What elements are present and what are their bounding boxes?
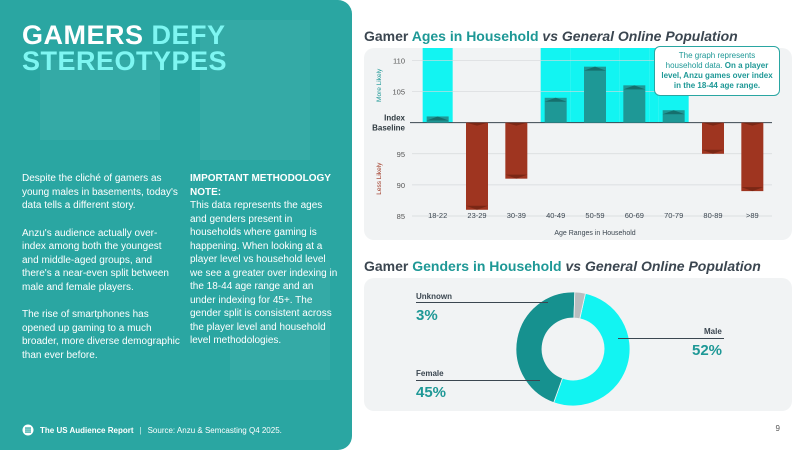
age-chart-title: Gamer Ages in Household vs General Onlin… xyxy=(364,28,738,44)
age-title-part-1: Gamer xyxy=(364,28,409,44)
background-texture xyxy=(230,260,330,380)
footer-separator: | xyxy=(139,425,142,435)
background-texture xyxy=(200,20,310,160)
gender-title-part-3: vs General Online Population xyxy=(565,258,761,274)
background-texture xyxy=(40,60,160,140)
gender-title-part-1: Gamer xyxy=(364,258,409,274)
page-number: 9 xyxy=(775,424,780,433)
source-text: Source: Anzu & Semcasting Q4 2025. xyxy=(147,425,282,435)
methodology-note: IMPORTANT METHODOLOGY NOTE: This data re… xyxy=(190,172,338,348)
age-title-part-3: vs General Online Population xyxy=(542,28,738,44)
methodology-heading: IMPORTANT METHODOLOGY NOTE: xyxy=(190,173,331,198)
female-label: Female xyxy=(416,369,444,378)
intro-paragraph-1: Despite the cliché of gamers as young ma… xyxy=(22,173,178,211)
unknown-leader-line xyxy=(416,302,548,303)
unknown-label: Unknown xyxy=(416,292,452,301)
intro-paragraph-2: Anzu's audience actually over-index amon… xyxy=(22,227,169,293)
intro-text: Despite the cliché of gamers as young ma… xyxy=(22,172,180,376)
intro-paragraph-3: The rise of smartphones has opened up ga… xyxy=(22,309,180,361)
unknown-percent: 3% xyxy=(416,307,438,324)
anzu-logo-icon xyxy=(22,424,34,436)
title-line-2: STEREOTYPES xyxy=(22,46,228,76)
note-bold-text: On a player level, Anzu games over index… xyxy=(661,61,773,90)
age-title-part-2: Ages in Household xyxy=(411,28,539,44)
note-normal-text: The graph represents household data. xyxy=(665,51,756,70)
female-percent: 45% xyxy=(416,384,447,401)
male-percent: 52% xyxy=(692,342,723,359)
gender-title-part-2: Genders in Household xyxy=(412,258,562,274)
male-leader-line xyxy=(618,338,724,339)
title-word-2: DEFY xyxy=(151,20,226,50)
gender-chart-title: Gamer Genders in Household vs General On… xyxy=(364,258,761,274)
page-title: GAMERS DEFY STEREOTYPES xyxy=(22,20,228,76)
female-leader-line xyxy=(416,380,540,381)
report-name: The US Audience Report xyxy=(40,425,134,435)
male-label: Male xyxy=(704,327,722,336)
footer: The US Audience Report | Source: Anzu & … xyxy=(22,424,282,436)
left-panel: GAMERS DEFY STEREOTYPES Despite the clic… xyxy=(0,0,352,450)
title-word-1: GAMERS xyxy=(22,20,144,50)
age-chart-note: The graph represents household data. On … xyxy=(654,46,780,96)
methodology-body: This data represents the ages and gender… xyxy=(190,200,338,346)
